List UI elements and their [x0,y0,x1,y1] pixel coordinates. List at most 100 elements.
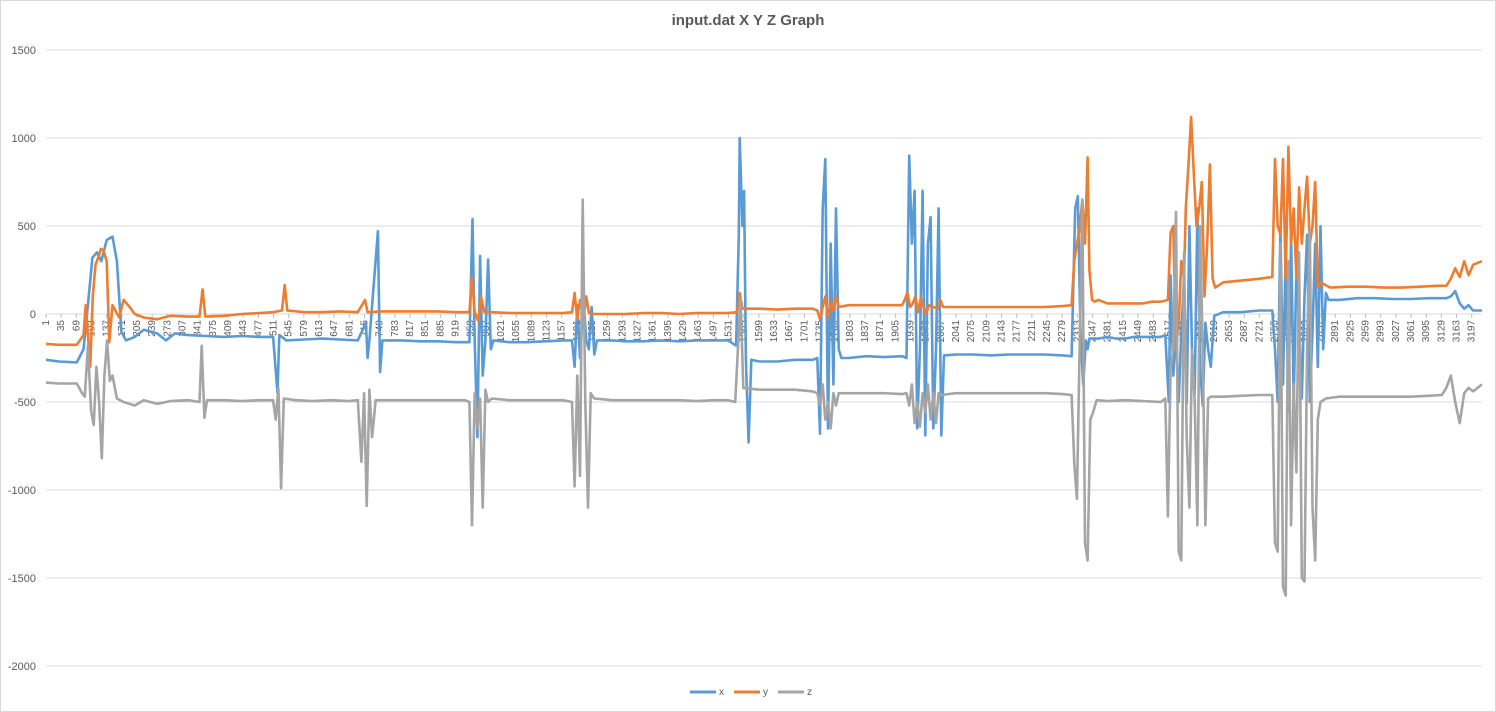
x-tick-label: 2313 [1072,320,1083,343]
x-tick-label: 137 [102,320,113,337]
x-tick-label: 69 [71,320,82,332]
series-line-z [45,198,1483,597]
x-tick-label: 1089 [526,320,537,343]
x-tick-label: 851 [420,320,431,337]
x-tick-label: 1055 [511,320,522,343]
y-tick-label: -500 [14,397,36,409]
legend-label-z: z [807,687,812,698]
x-tick-label: 239 [147,320,158,337]
x-tick-label: 2177 [1012,320,1023,343]
x-tick-label: 3163 [1452,320,1463,343]
x-tick-label: 885 [435,320,446,337]
x-tick-label: 409 [223,320,234,337]
series-line-y [45,115,1483,369]
x-tick-label: 1 [41,320,52,326]
x-tick-label: 1293 [617,320,628,343]
y-axis-tick-labels: 1500 1000 500 0 -500 -1000 -1500 -2000 [8,45,36,673]
x-tick-label: 2041 [951,320,962,343]
x-tick-label: 2687 [1239,320,1250,343]
legend-label-x: x [719,687,724,698]
x-tick-label: 1497 [708,320,719,343]
x-tick-label: 2925 [1345,320,1356,343]
x-tick-label: 2381 [1103,320,1114,343]
x-tick-label: 2415 [1118,320,1129,343]
series-lines [45,115,1483,597]
x-tick-label: 2857 [1315,320,1326,343]
x-tick-label: 375 [208,320,219,337]
chart-title: input.dat X Y Z Graph [671,12,825,29]
x-tick-label: 1701 [799,320,810,343]
x-tick-label: 1259 [602,320,613,343]
x-tick-label: 2007 [936,320,947,343]
x-tick-label: 1939 [906,320,917,343]
x-tick-label: 1123 [542,320,553,342]
x-tick-label: 1667 [784,320,795,343]
x-tick-label: 2653 [1224,320,1235,343]
x-tick-label: 1157 [557,320,568,342]
x-tick-label: 477 [253,320,264,337]
x-tick-label: 1565 [739,320,750,343]
y-tick-label: -1500 [8,573,36,585]
x-tick-label: 341 [193,320,204,337]
x-tick-label: 1021 [496,320,507,343]
x-tick-label: 273 [162,320,173,337]
x-tick-label: 2755 [1270,320,1281,343]
x-tick-label: 2483 [1148,320,1159,343]
x-tick-label: 2721 [1254,320,1265,343]
x-tick-label: 1327 [633,320,644,343]
x-tick-label: 2347 [1088,320,1099,343]
x-tick-label: 2245 [1042,320,1053,343]
x-tick-label: 1837 [860,320,871,343]
y-tick-label: 1500 [12,45,36,57]
x-tick-label: 443 [238,320,249,337]
x-tick-label: 1531 [724,320,735,343]
x-tick-label: 817 [405,320,416,337]
x-tick-label: 681 [344,320,355,337]
x-tick-label: 2109 [981,320,992,343]
x-tick-label: 1429 [678,320,689,343]
x-tick-label: 953 [466,320,477,337]
y-tick-label: -2000 [8,661,36,673]
x-tick-label: 3197 [1467,320,1478,343]
x-tick-label: 1633 [769,320,780,343]
x-tick-label: 2449 [1133,320,1144,343]
legend-label-y: y [763,687,768,698]
x-tick-label: 3095 [1421,320,1432,343]
x-tick-label: 205 [132,320,143,337]
x-tick-label: 1395 [663,320,674,343]
x-tick-label: 35 [56,320,67,332]
series-line-x [45,136,1482,444]
x-tick-label: 1361 [648,320,659,343]
x-tick-label: 579 [299,320,310,337]
y-tick-label: 0 [30,309,36,321]
x-tick-label: 307 [178,320,189,337]
x-tick-label: 2823 [1300,320,1311,343]
x-tick-label: 613 [314,320,325,337]
x-tick-label: 3061 [1406,320,1417,343]
x-tick-label: 647 [329,320,340,337]
x-tick-label: 1905 [890,320,901,343]
x-tick-label: 511 [269,320,280,336]
x-tick-label: 1463 [693,320,704,343]
x-tick-label: 919 [451,320,462,337]
x-tick-label: 1803 [845,320,856,343]
x-tick-label: 2211 [1027,320,1038,342]
legend: x y z [690,687,812,698]
x-tick-label: 783 [390,320,401,337]
x-tick-label: 2143 [997,320,1008,343]
gridlines [46,49,1482,667]
y-tick-label: 500 [18,221,36,233]
x-tick-label: 545 [284,320,295,337]
x-tick-label: 2959 [1361,320,1372,343]
x-tick-label: 2993 [1376,320,1387,343]
x-tick-label: 2075 [966,320,977,343]
x-tick-label: 1871 [875,320,886,343]
x-tick-label: 1599 [754,320,765,343]
x-tick-label: 2279 [1057,320,1068,343]
y-tick-label: 1000 [12,133,36,145]
x-tick-label: 3027 [1391,320,1402,343]
x-tick-label: 3129 [1436,320,1447,343]
x-tick-label: 2891 [1330,320,1341,343]
